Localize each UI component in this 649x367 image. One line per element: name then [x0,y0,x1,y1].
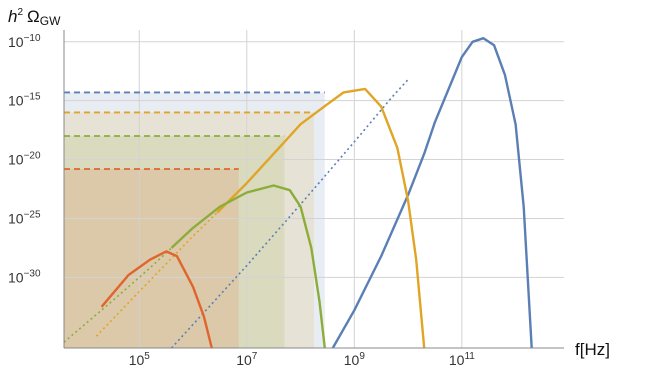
y-tick-label-base: 10 [8,34,24,50]
y-tick-label-base: 10 [8,152,24,168]
y-tick-label: 10−15 [8,92,41,109]
y-tick-label: 10−25 [8,209,41,226]
dotted-curve-3 [63,247,173,343]
spectrum-curve-2 [216,87,426,349]
y-tick-label: 10−30 [8,268,41,285]
x-tick-label-exp: 7 [252,351,258,362]
x-tick-label-exp: 11 [464,351,475,362]
y-tick-label: 10−20 [8,151,41,168]
x-axis-title: f[Hz] [575,340,610,359]
x-tick-label: 107 [236,351,258,367]
y-tick-label-base: 10 [8,93,24,109]
spectrum-curves [100,37,533,349]
spectrum-curve-3 [170,184,326,349]
bound-lines [64,91,325,170]
y-tick-label-exp: −10 [24,33,41,44]
axes [63,30,564,349]
dotted-curve-2 [95,212,218,337]
spectrum-curve-1 [331,37,533,349]
x-tick-label-base: 10 [449,352,465,367]
y-axis-title: h2 ΩGW [8,7,61,28]
dotted-extrapolations [63,78,409,349]
y-tick-label-base: 10 [8,210,24,226]
y-tick-label-base: 10 [8,269,24,285]
x-tick-label-exp: 5 [144,351,150,362]
x-tick-label: 109 [344,351,366,367]
x-tick-label: 105 [129,351,151,367]
y-tick-label: 10−10 [8,33,41,50]
x-tick-label-base: 10 [236,352,252,367]
spectrum-curve-4 [100,250,213,349]
y-tick-label-exp: −15 [24,92,41,103]
x-tick-label-exp: 9 [359,351,365,362]
y-tick-label-exp: −30 [24,268,41,279]
x-tick-label-base: 10 [129,352,145,367]
y-tick-label-exp: −20 [24,151,41,162]
y-tick-label-exp: −25 [24,209,41,220]
grid-lines [64,30,564,348]
constraint-band-3 [64,136,285,348]
x-tick-label-base: 10 [344,352,360,367]
x-tick-label: 1011 [449,351,475,367]
